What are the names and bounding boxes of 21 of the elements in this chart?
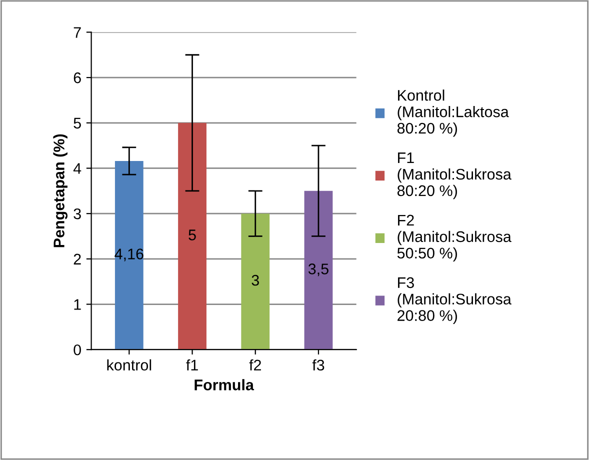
legend-label: F3 (Manitol:Sukrosa 20:80 %): [398, 277, 512, 324]
y-tick-label: 4: [73, 163, 82, 174]
y-tick-label: 2: [74, 254, 81, 264]
x-axis-title: Formula: [194, 379, 254, 390]
legend-label: F1 (Manitol:Sukrosa 80:20 %): [397, 152, 512, 200]
data-label: 5: [188, 230, 196, 240]
x-tick-label: f1: [186, 359, 198, 370]
x-tick-label: f2: [249, 359, 261, 370]
x-tick-label: kontrol: [107, 359, 152, 371]
y-tick-label: 0: [74, 344, 81, 356]
y-tick-label: 6: [74, 72, 81, 84]
legend-label: F2 (Manitol:Sukrosa 50:50 %): [397, 214, 512, 262]
y-tick-label: 1: [74, 299, 81, 310]
data-label: 3: [252, 274, 259, 286]
y-axis-title: Pengetapan (%): [53, 134, 68, 248]
y-tick-label: 7: [74, 27, 81, 38]
legend-label: Kontrol (Manitol:Laktosa 80:20 %): [397, 90, 509, 137]
y-tick-label: 3: [74, 208, 81, 220]
y-tick-label: 5: [74, 118, 81, 129]
data-label: 3,5: [308, 264, 328, 276]
x-tick-label: f3: [312, 359, 324, 371]
